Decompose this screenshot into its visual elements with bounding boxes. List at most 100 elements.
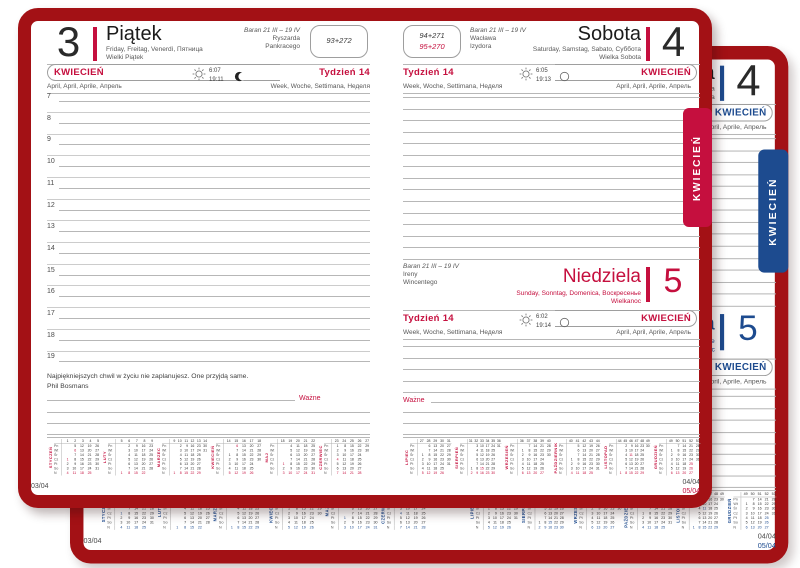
hour-line — [59, 144, 370, 146]
calendar-cell: 24 — [609, 511, 614, 516]
calendar-cell: 18 — [257, 439, 262, 444]
calendar-cell: 15 — [302, 507, 307, 511]
calendar-cell: 23 — [357, 449, 362, 453]
mini-calendar-row: Pt 1 8 15 22 29 — [331, 515, 378, 521]
calendar-cell: 15 — [134, 511, 139, 516]
calendar-day-label: So — [163, 521, 168, 525]
calendar-cell: 24 — [640, 449, 645, 453]
calendar-cell: 29 — [559, 521, 564, 525]
calendar-day-label: Cz — [559, 458, 564, 462]
calendar-cell: 29 — [640, 471, 645, 476]
calendar-cell: 20 — [553, 511, 558, 516]
calendar-cell: 19 — [350, 462, 355, 467]
calendar-cell: 27 — [446, 444, 451, 449]
sun-icon — [519, 67, 533, 81]
right-month-languages: April, April, Aprile, Апрель — [616, 83, 691, 90]
mini-calendar-row: N 5 12 19 26 — [476, 525, 519, 530]
calendar-cell: 31 — [203, 449, 208, 453]
mini-calendar-row: N 2 9 16 23 30 — [527, 525, 570, 530]
calendar-cell: 8 — [649, 511, 652, 516]
calendar-cell: 6 — [428, 444, 431, 449]
saturday-nameday-1: Wacława — [470, 34, 497, 42]
calendar-cell: 9 — [296, 511, 299, 516]
saturday-accent-bar — [719, 65, 724, 101]
calendar-day-label: N — [162, 471, 165, 476]
calendar-cell: 35 — [490, 439, 495, 444]
calendar-cell: 7 — [752, 497, 755, 502]
calendar-cell: 31 — [446, 462, 451, 467]
calendar-cell: 18 — [708, 507, 713, 511]
mini-calendar-row: Cz 3 10 17 24 31 — [659, 457, 700, 462]
calendar-day-label: Pn — [324, 444, 329, 449]
calendar-cell: 10 — [184, 449, 189, 453]
mini-calendar-row: Cz 3 10 17 24 — [510, 457, 551, 462]
mini-calendar-month-label: MAJ — [264, 452, 270, 463]
calendar-day-label: Cz — [270, 458, 275, 462]
half-hour-line — [47, 307, 370, 309]
mini-calendar-row: Śr 7 14 21 28 — [54, 453, 100, 458]
calendar-cell: 16 — [134, 516, 139, 521]
mini-calendar-row: Pt 1 8 15 22 29 — [270, 462, 316, 467]
calendar-day-label: Pn — [509, 444, 514, 449]
calendar-cell: 29 — [149, 511, 154, 516]
calendar-cell: 8 — [677, 449, 680, 453]
calendar-cell: 12 — [134, 458, 138, 462]
calendar-cell: 16 — [141, 444, 146, 449]
calendar-cell: 16 — [757, 507, 762, 511]
month-tab: KWIECIEŃ — [758, 149, 789, 273]
calendar-day-label: N — [658, 471, 662, 476]
saturday-accent-bar — [646, 27, 650, 61]
mini-calendar-row: Śr 4 11 18 25 — [108, 453, 154, 458]
mini-calendar-row: Pt 5 12 19 26 — [387, 515, 434, 521]
calendar-day-label: Cz — [163, 511, 168, 516]
calendar-cell: 30 — [490, 471, 495, 476]
friday-holiday: Wielki Piątek — [106, 54, 144, 61]
mini-calendar-row: N 7 14 21 28 — [324, 471, 370, 476]
calendar-cell: 2 — [74, 439, 77, 444]
calendar-cell: 3 — [421, 462, 424, 467]
calendar-cell: 31 — [311, 471, 316, 476]
calendar-cell: 5 — [184, 511, 187, 516]
calendar-cell: 5 — [590, 521, 593, 525]
calendar-cell: 12 — [294, 525, 299, 530]
half-hour-line — [47, 176, 370, 178]
calendar-cell: 13 — [750, 525, 755, 530]
calendar-cell: 11 — [702, 507, 707, 511]
calendar-cell: 12 — [234, 471, 239, 476]
calendar-cell: 28 — [490, 462, 495, 467]
calendar-cell: 27 — [419, 439, 424, 444]
friday-nameday-1: Ryszarda — [272, 34, 300, 42]
half-hour-line — [47, 242, 370, 244]
calendar-day-label: Wt — [324, 449, 329, 453]
calendar-cell: 22 — [87, 458, 92, 462]
calendar-cell: 14 — [433, 449, 438, 453]
mini-calendar-row: N 6 13 20 27 — [659, 471, 700, 476]
calendar-cell: 13 — [628, 462, 633, 467]
mini-calendar-row: N 1 8 15 22 29 — [609, 471, 650, 476]
calendar-cell: 11 — [576, 471, 580, 476]
calendar-cell: 25 — [539, 462, 544, 467]
calendar-cell: 23 — [688, 453, 693, 458]
mini-calendar-row: N 2 9 16 23 30 — [460, 471, 501, 476]
calendar-cell: 22 — [553, 521, 558, 525]
calendar-cell: 50 — [750, 492, 755, 497]
calendar-cell: 10 — [342, 453, 347, 458]
calendar-cell: 52 — [688, 439, 693, 444]
calendar-cell: 7 — [544, 516, 547, 521]
calendar-cell: 6 — [521, 471, 524, 476]
calendar-cell: 1 — [642, 511, 645, 516]
half-hour-line — [47, 155, 370, 157]
friday-accent-bar — [93, 27, 97, 61]
